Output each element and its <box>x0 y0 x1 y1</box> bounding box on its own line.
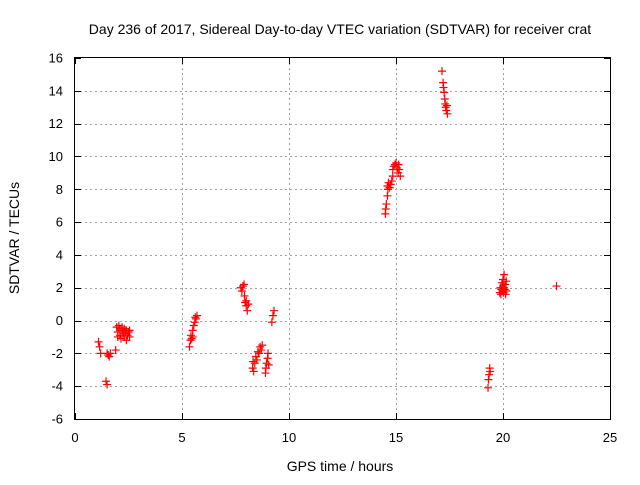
data-point-marker <box>395 165 404 174</box>
y-tick-label: -2 <box>51 346 63 361</box>
y-tick-label: 6 <box>56 215 63 230</box>
grid-lines <box>75 58 610 419</box>
data-point-marker <box>502 287 511 296</box>
data-point-marker <box>383 185 392 194</box>
data-point-marker <box>187 334 196 343</box>
data-point-marker <box>386 180 395 189</box>
data-point-marker <box>94 337 103 346</box>
data-point-marker <box>270 306 279 315</box>
x-tick-label: 10 <box>282 430 296 445</box>
data-point-marker <box>191 313 200 322</box>
data-point-marker <box>240 280 249 289</box>
data-point-marker <box>264 360 273 369</box>
x-tick-label: 5 <box>178 430 185 445</box>
y-tick-label: 10 <box>49 149 63 164</box>
plot-area-frame <box>74 57 611 420</box>
chart-title: Day 236 of 2017, Sidereal Day-to-day VTE… <box>89 21 591 37</box>
y-tick-label: 14 <box>49 83 63 98</box>
y-tick-label: 12 <box>49 116 63 131</box>
data-point-marker <box>111 346 120 355</box>
data-point-marker <box>440 88 449 97</box>
data-point-marker <box>396 172 405 181</box>
data-point-marker <box>258 341 267 350</box>
y-axis-label: SDTVAR / TECUs <box>6 182 22 294</box>
data-point-marker <box>257 346 266 355</box>
x-tick-label: 0 <box>71 430 78 445</box>
data-point-marker <box>385 183 394 192</box>
data-point-marker <box>240 291 249 300</box>
x-tick-label: 20 <box>496 430 510 445</box>
data-point-marker <box>192 311 201 320</box>
data-point-marker <box>264 349 273 358</box>
data-point-marker <box>382 200 391 209</box>
data-point-marker <box>262 359 271 368</box>
data-point-marker <box>102 377 111 386</box>
y-tick-label: 0 <box>56 313 63 328</box>
data-point-marker <box>500 270 509 279</box>
data-point-marker <box>125 332 134 341</box>
data-point-marker <box>501 290 510 299</box>
data-point-marker <box>103 380 112 389</box>
y-tick-label: 4 <box>56 247 63 262</box>
data-point-marker <box>442 101 451 110</box>
data-points <box>94 67 561 392</box>
data-point-marker <box>237 287 246 296</box>
data-point-marker <box>185 342 194 351</box>
data-point-marker <box>443 109 452 118</box>
data-point-marker <box>442 106 451 115</box>
data-point-marker <box>502 277 511 286</box>
y-tick-label: -6 <box>51 412 63 427</box>
data-point-marker <box>268 311 277 320</box>
data-point-marker <box>106 349 115 358</box>
data-point-marker <box>501 280 510 289</box>
data-point-marker <box>484 375 493 384</box>
data-point-marker <box>186 331 195 340</box>
data-point-marker <box>381 204 390 213</box>
data-point-marker <box>486 367 495 376</box>
data-point-marker <box>252 355 261 364</box>
x-tick-label: 15 <box>389 430 403 445</box>
y-tick-label: -4 <box>51 379 63 394</box>
data-point-marker <box>438 67 447 76</box>
data-point-marker <box>267 318 276 327</box>
data-point-marker <box>441 103 450 112</box>
data-point-marker <box>439 83 448 92</box>
data-point-marker <box>484 383 493 392</box>
data-point-marker <box>249 367 258 376</box>
data-point-marker <box>387 177 396 186</box>
y-tick-label: 8 <box>56 182 63 197</box>
y-tick-label: 2 <box>56 280 63 295</box>
data-point-marker <box>394 160 403 169</box>
data-point-marker <box>191 314 200 323</box>
data-point-marker <box>249 357 258 366</box>
data-point-marker <box>552 282 561 291</box>
data-point-marker <box>243 306 252 315</box>
data-point-marker <box>105 352 114 361</box>
data-point-marker <box>189 321 198 330</box>
x-tick-label: 25 <box>603 430 617 445</box>
y-tick-label: 16 <box>49 51 63 66</box>
data-point-marker <box>104 351 113 360</box>
data-point-marker <box>485 370 494 379</box>
data-point-marker <box>244 300 253 309</box>
data-point-marker <box>238 282 247 291</box>
data-point-marker <box>188 332 197 341</box>
data-point-marker <box>95 342 104 351</box>
x-axis-label: GPS time / hours <box>287 458 394 474</box>
axis-ticks: 0 5 10 15 20 25 -6 -4 -2 0 2 4 6 8 10 12 14 16 <box>49 51 618 446</box>
data-point-marker <box>124 328 133 337</box>
